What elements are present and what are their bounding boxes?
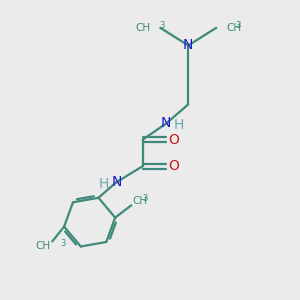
- Text: 3: 3: [60, 239, 65, 248]
- Text: N: N: [161, 116, 171, 130]
- Text: 3: 3: [159, 21, 164, 30]
- Text: O: O: [168, 133, 179, 147]
- Text: CH: CH: [36, 241, 51, 251]
- Text: H: H: [99, 177, 109, 191]
- Text: CH: CH: [135, 23, 150, 33]
- Text: CH: CH: [133, 196, 148, 206]
- Text: H: H: [173, 118, 184, 132]
- Text: 3: 3: [142, 194, 147, 203]
- Text: O: O: [168, 159, 179, 173]
- Text: 3: 3: [236, 21, 241, 30]
- Text: N: N: [183, 38, 194, 52]
- Text: CH: CH: [226, 23, 242, 33]
- Text: N: N: [112, 175, 122, 188]
